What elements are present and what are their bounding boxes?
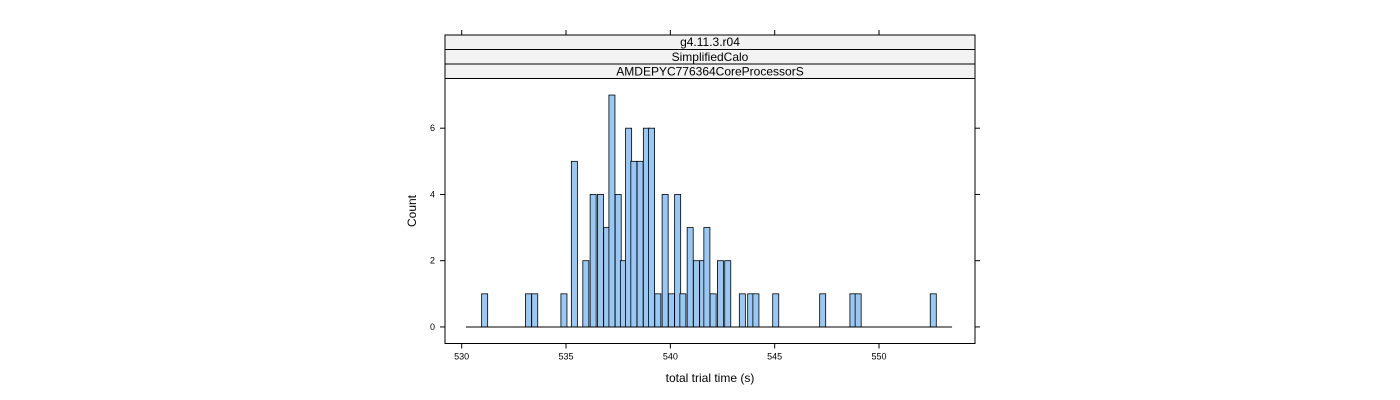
- strip-label-processor: AMDEPYC776364CoreProcessorS: [616, 65, 803, 79]
- histogram-bar: [679, 293, 687, 328]
- x-axis-ticks: 530 535 540 545 550: [454, 30, 887, 362]
- histogram-bar: [854, 293, 862, 328]
- histogram-bar: [703, 227, 711, 328]
- bars-group: [481, 94, 937, 328]
- x-axis-title: total trial time (s): [666, 371, 755, 385]
- histogram-bar: [693, 260, 700, 328]
- histogram-bar: [686, 227, 694, 328]
- x-tick-label: 535: [559, 352, 574, 362]
- histogram-bar: [525, 293, 532, 328]
- histogram-bar: [752, 293, 760, 328]
- y-tick-label: 6: [430, 123, 435, 133]
- histogram-bar: [630, 160, 638, 328]
- histogram-bar: [654, 293, 662, 328]
- histogram-bar: [929, 293, 937, 328]
- y-axis-title: Count: [405, 194, 419, 227]
- x-tick-label: 550: [872, 352, 887, 362]
- histogram-bar: [481, 293, 489, 328]
- x-tick-label: 545: [767, 352, 782, 362]
- histogram-bar: [661, 194, 669, 328]
- histogram-bar: [531, 293, 539, 328]
- histogram-bar: [636, 160, 644, 328]
- y-tick-label: 4: [430, 189, 435, 199]
- histogram-bar: [597, 194, 604, 328]
- histogram-bar: [560, 293, 568, 328]
- histogram-bar: [589, 194, 597, 328]
- histogram-bar: [582, 260, 590, 328]
- x-tick-label: 530: [454, 352, 469, 362]
- strip-label-benchmark: SimplifiedCalo: [672, 50, 749, 64]
- y-tick-label: 2: [430, 256, 435, 266]
- x-tick-label: 540: [663, 352, 678, 362]
- histogram-bar: [717, 260, 724, 328]
- histogram-bar: [608, 94, 616, 328]
- y-tick-label: 0: [430, 322, 435, 332]
- histogram-bar: [738, 293, 746, 328]
- y-axis-ticks: 0 2 4 6: [430, 123, 980, 332]
- histogram-bar: [709, 293, 717, 328]
- strip-headers: g4.11.3.r04 SimplifiedCalo AMDEPYC776364…: [444, 34, 976, 79]
- plot-frame: [444, 78, 976, 344]
- histogram-bar: [724, 260, 732, 328]
- histogram-bar: [772, 293, 780, 328]
- histogram-bar: [667, 293, 675, 328]
- histogram-bar: [570, 160, 578, 328]
- histogram-bar: [819, 293, 827, 328]
- histogram-bar: [648, 127, 656, 328]
- strip-label-version: g4.11.3.r04: [680, 35, 740, 49]
